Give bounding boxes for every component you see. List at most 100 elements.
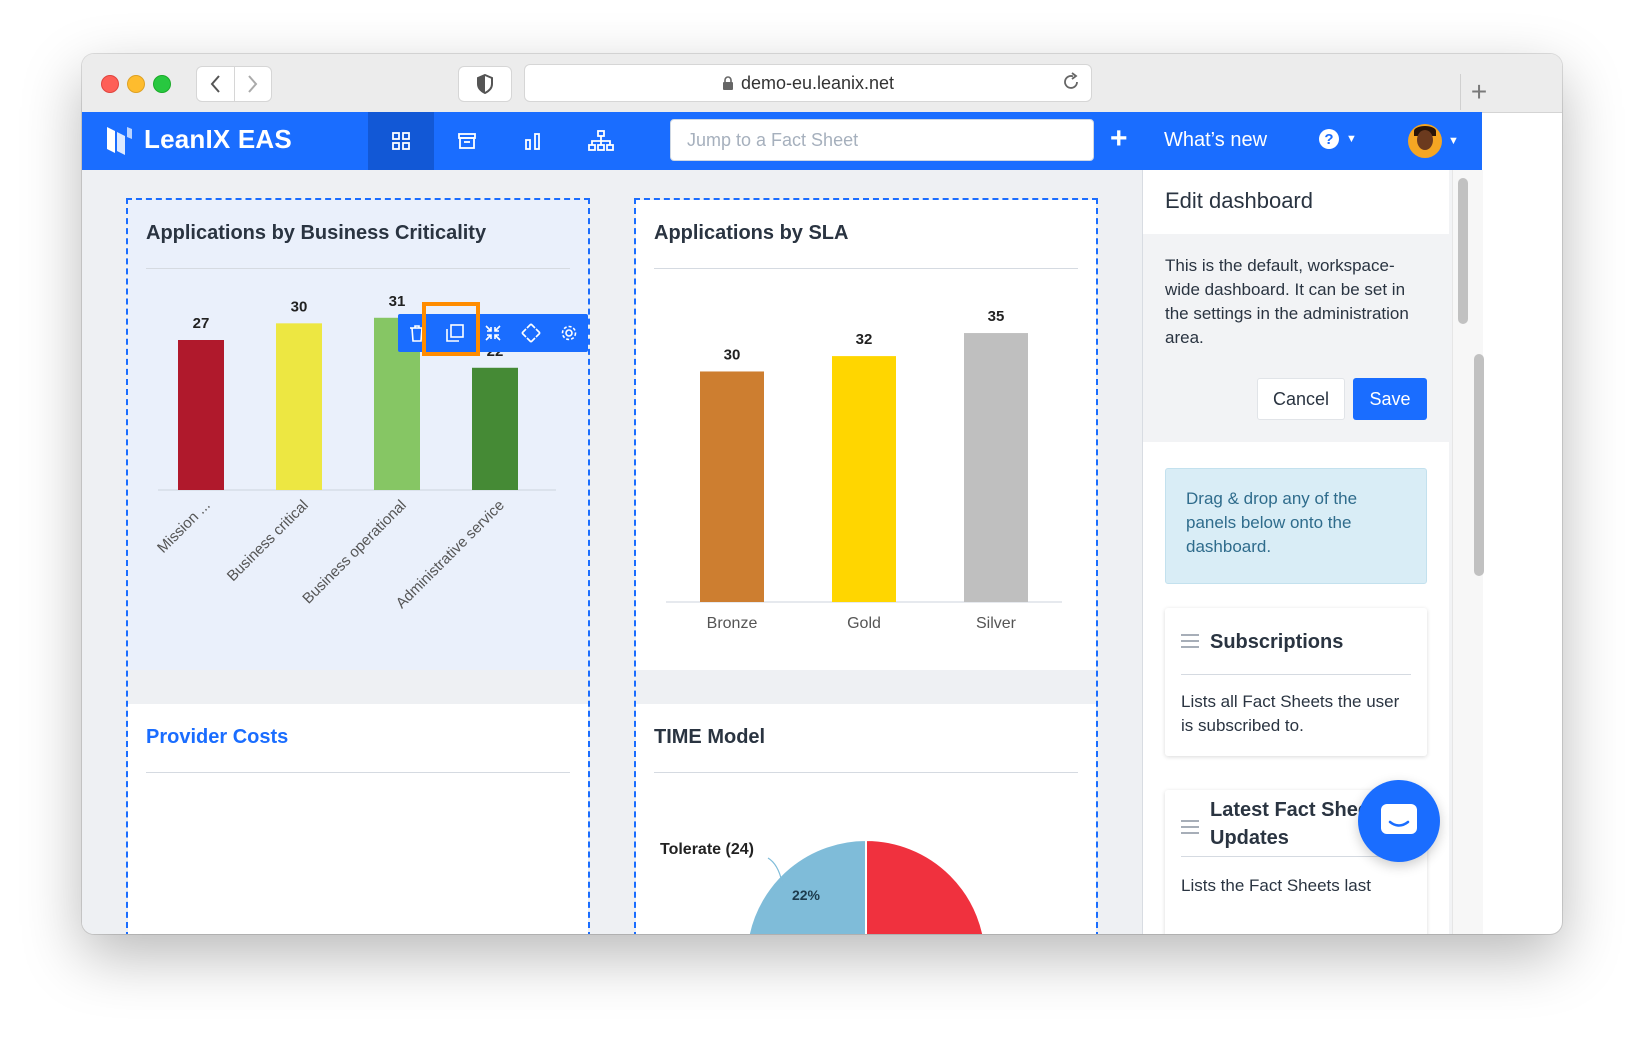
chevron-down-icon: ▼ <box>1448 135 1459 147</box>
sla-bar-chart: 30 Bronze 32 Gold 35 Silver <box>666 308 1062 632</box>
panel-toolbar <box>398 314 588 352</box>
leanix-logo-icon <box>107 126 132 155</box>
category-label: Gold <box>847 615 881 632</box>
pie-slice <box>865 838 985 934</box>
slice-label: Tolerate (24) <box>660 841 754 858</box>
card-title: Subscriptions <box>1210 631 1344 653</box>
minimize-window-button[interactable] <box>127 75 145 93</box>
expand-arrows-icon <box>521 323 541 343</box>
url-text: demo-eu.leanix.net <box>740 72 895 93</box>
duplicate-button-highlight <box>422 302 480 356</box>
shrink-panel-button[interactable] <box>474 314 512 352</box>
subscriptions-card[interactable]: Subscriptions Lists all Fact Sheets the … <box>1165 608 1427 756</box>
user-menu-button[interactable]: ▼ <box>1408 124 1459 158</box>
bar <box>700 371 764 602</box>
drag-handle-icon[interactable] <box>1181 634 1199 648</box>
edit-dashboard-sidebar: Edit dashboard This is the default, work… <box>1142 170 1453 934</box>
app-logo[interactable]: LeanIX EAS <box>106 124 292 155</box>
dashboard-nav-button[interactable] <box>368 112 434 170</box>
bar-chart-icon <box>525 133 540 150</box>
time-model-pie-chart: Tolerate (24) 22% <box>660 838 985 934</box>
address-bar[interactable]: demo-eu.leanix.net <box>524 64 1092 102</box>
divider <box>146 268 570 269</box>
divider <box>654 268 1078 269</box>
bar <box>964 333 1028 602</box>
sitemap-icon <box>588 130 614 151</box>
back-button[interactable] <box>197 67 234 101</box>
grid-icon <box>392 132 410 150</box>
drag-handle-icon[interactable] <box>1181 820 1199 834</box>
category-label: Business critical <box>224 497 312 585</box>
data-label: 27 <box>193 315 210 332</box>
lock-icon <box>722 75 733 90</box>
data-label: 32 <box>856 331 873 348</box>
chat-launcher-button[interactable] <box>1358 780 1440 862</box>
sidebar-scrollbar-thumb[interactable] <box>1458 178 1468 324</box>
chevron-down-icon: ▼ <box>1346 133 1357 145</box>
chat-icon <box>1381 804 1417 834</box>
brand-name: LeanIX EAS <box>144 124 292 154</box>
bar <box>832 356 896 602</box>
save-button[interactable]: Save <box>1353 378 1427 420</box>
duplicate-panel-button[interactable] <box>436 314 474 352</box>
create-button[interactable]: + <box>1110 122 1128 155</box>
page-scrollbar-thumb[interactable] <box>1474 354 1484 576</box>
divider <box>146 772 570 773</box>
svg-text:?: ? <box>1324 131 1333 148</box>
gear-icon <box>561 325 577 341</box>
data-label: 31 <box>389 293 406 310</box>
criticality-panel[interactable]: Applications by Business Criticality 27 M… <box>128 200 588 670</box>
sla-panel[interactable]: Applications by SLA 30 Bronze 32 Gold 35 Silv… <box>636 200 1096 670</box>
whats-new-link[interactable]: What’s new <box>1164 129 1268 151</box>
bar <box>276 323 322 490</box>
criticality-bar-chart: 27 Mission ... 30 Business critical 31 Busine… <box>154 293 556 612</box>
diagrams-nav-button[interactable] <box>568 112 634 170</box>
archive-icon <box>458 133 476 149</box>
reload-icon[interactable] <box>1061 72 1081 92</box>
browser-titlebar: demo-eu.leanix.net + <box>82 54 1562 113</box>
divider <box>654 772 1078 773</box>
panel-library: Drag & drop any of the panels below onto… <box>1143 442 1449 934</box>
panel-settings-button[interactable] <box>550 314 588 352</box>
avatar <box>1408 124 1442 158</box>
move-panel-button[interactable] <box>512 314 550 352</box>
time-model-panel[interactable]: TIME Model Tolerate (24) 22% <box>636 704 1096 934</box>
cancel-button[interactable]: Cancel <box>1257 378 1345 420</box>
history-nav <box>196 66 272 102</box>
data-label: 30 <box>291 298 308 315</box>
delete-panel-button[interactable] <box>398 314 436 352</box>
trash-icon <box>410 325 424 342</box>
panel-title: TIME Model <box>654 726 766 748</box>
provider-costs-panel[interactable]: Provider Costs <box>128 704 588 934</box>
inventory-nav-button[interactable] <box>434 112 500 170</box>
data-label: 35 <box>988 308 1005 325</box>
pie-slice <box>747 838 867 934</box>
chevron-left-icon <box>210 75 221 93</box>
collapse-icon <box>485 325 501 341</box>
category-label: Silver <box>976 615 1017 632</box>
sidebar-description: This is the default, workspace-wide dash… <box>1165 256 1409 347</box>
privacy-report-button[interactable] <box>458 66 512 102</box>
copy-icon <box>446 324 464 342</box>
card-description: Lists the Fact Sheets last <box>1181 876 1371 895</box>
reports-nav-button[interactable] <box>500 112 566 170</box>
bar <box>178 340 224 490</box>
category-label: Mission ... <box>154 497 214 557</box>
fact-sheet-search-input[interactable]: Jump to a Fact Sheet <box>670 119 1094 161</box>
panel-title-link[interactable]: Provider Costs <box>146 726 289 748</box>
forward-button[interactable] <box>233 67 272 101</box>
sidebar-header: Edit dashboard <box>1143 170 1449 234</box>
panel-title: Applications by Business Criticality <box>146 222 487 244</box>
category-label: Administrative service <box>393 497 508 612</box>
shield-icon <box>477 74 493 94</box>
label-leader-line <box>767 857 783 883</box>
card-title: Latest Fact Sheet Updates <box>1210 799 1376 849</box>
close-window-button[interactable] <box>101 75 119 93</box>
app-header: LeanIX EAS Jump to a Fact Sheet + What’s… <box>82 112 1482 170</box>
new-tab-button[interactable]: + <box>1460 74 1497 110</box>
divider <box>1181 856 1411 857</box>
category-label: Business operational <box>299 497 409 607</box>
panel-title: Applications by SLA <box>654 222 849 244</box>
help-menu-button[interactable]: ? ▼ <box>1318 128 1357 150</box>
zoom-window-button[interactable] <box>153 75 171 93</box>
